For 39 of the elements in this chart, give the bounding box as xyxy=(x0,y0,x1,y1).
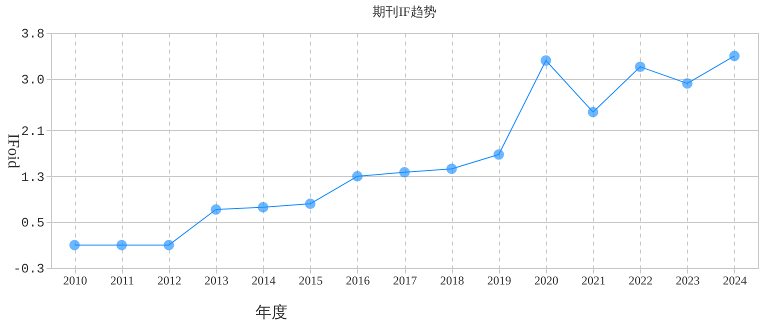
point xyxy=(116,240,127,250)
x-tick-label: 2022 xyxy=(628,274,653,288)
x-tick-label: 2010 xyxy=(63,274,88,288)
y-tick-label: 2.1 xyxy=(21,124,45,139)
y-tick-label: -0.3 xyxy=(13,262,44,276)
point xyxy=(729,50,740,62)
y-axis-title: IFoid xyxy=(4,134,22,168)
x-tick-label: 2017 xyxy=(393,274,417,288)
x-tick-label: 2019 xyxy=(487,274,512,288)
x-tick-label: 2023 xyxy=(676,274,700,288)
point xyxy=(164,240,174,250)
x-axis-title: 年度 xyxy=(256,304,288,322)
y-tick-label: 0.5 xyxy=(21,216,44,231)
chart-title: 期刊IF趋势 xyxy=(372,4,436,19)
x-tick-label: 2014 xyxy=(252,274,276,288)
y-tick-label: 1.3 xyxy=(21,170,44,185)
point xyxy=(258,202,268,212)
point xyxy=(540,55,552,66)
point xyxy=(494,149,504,160)
point xyxy=(69,240,80,250)
point xyxy=(682,78,693,89)
x-tick-label: 2020 xyxy=(534,274,558,288)
y-tick-label: 3.8 xyxy=(21,26,44,42)
x-tick-label: 2013 xyxy=(204,274,228,288)
x-tick-label: 2021 xyxy=(582,274,606,288)
x-tick-label: 2011 xyxy=(110,274,134,288)
point xyxy=(588,106,598,118)
y-tick-label: 3.0 xyxy=(21,72,44,88)
point xyxy=(634,62,646,72)
point xyxy=(446,164,457,174)
point xyxy=(304,198,316,210)
x-tick-label: 2015 xyxy=(298,274,323,288)
point xyxy=(352,171,363,182)
x-tick-label: 2016 xyxy=(346,274,370,288)
x-tick-label: 2024 xyxy=(722,274,747,288)
x-tick-label: 2012 xyxy=(157,274,182,288)
point xyxy=(399,167,410,178)
x-tick-label: 2018 xyxy=(440,274,464,288)
point xyxy=(210,204,222,215)
